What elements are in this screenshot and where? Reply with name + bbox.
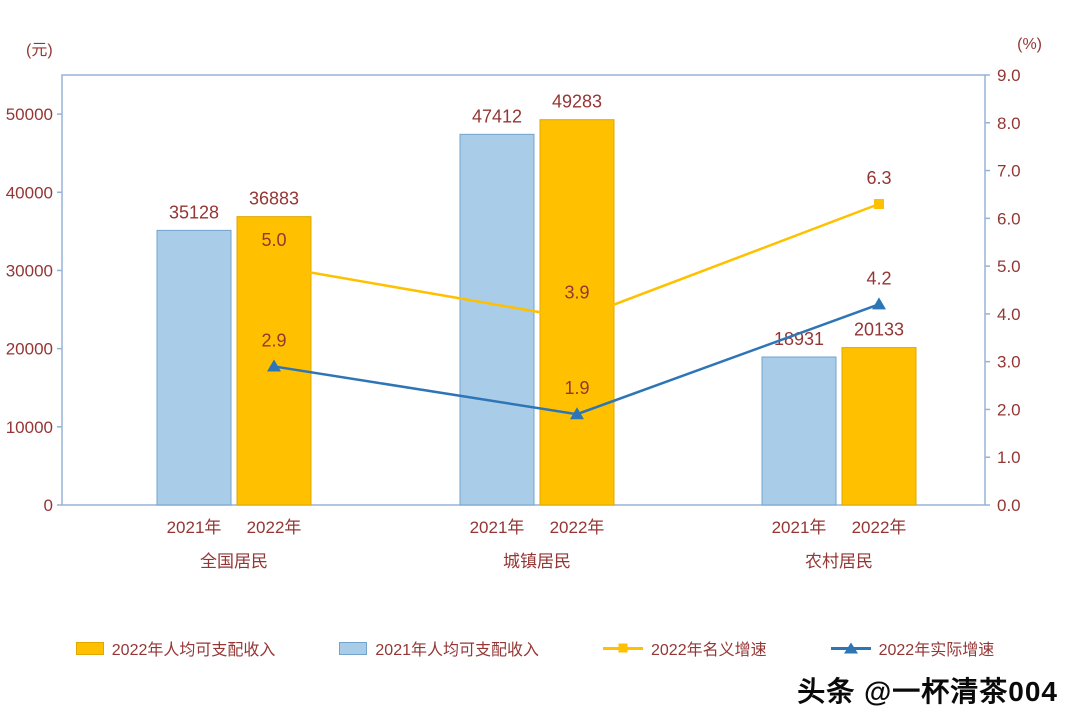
bar-value-label: 36883 [249, 189, 299, 209]
bar-value-label: 49283 [552, 92, 602, 112]
bar-2021年-城镇居民 [459, 133, 535, 506]
triangle-marker-icon [872, 297, 886, 310]
legend-label-2022-income: 2022年人均可支配收入 [111, 642, 276, 659]
x-year-label: 2021年 [167, 518, 222, 537]
line-value-label: 4.2 [866, 268, 891, 288]
left-axis-tick-label: 20000 [6, 340, 53, 359]
x-year-label: 2022年 [247, 518, 302, 537]
x-year-label: 2022年 [852, 518, 907, 537]
line-value-label: 3.9 [564, 283, 589, 303]
right-axis-tick-label: 6.0 [997, 209, 1021, 228]
right-axis-tick-label: 4.0 [997, 305, 1021, 324]
line-value-label: 5.0 [261, 230, 286, 250]
right-axis-unit: (%) [1017, 36, 1042, 53]
square-marker-icon [874, 199, 884, 209]
legend-label-nominal-growth: 2022年名义增速 [651, 642, 767, 659]
triangle-marker-icon [570, 407, 584, 420]
bar-value-label: 47412 [472, 106, 522, 126]
legend-swatch-2021-income-bar [339, 641, 368, 655]
category-label: 全国居民 [200, 552, 268, 571]
income-growth-chart: 0 10000 20000 30000 40000 50000 0.0 1.0 2.0 3.0 4.… [6, 66, 1021, 571]
category-label: 农村居民 [805, 552, 873, 571]
legend-item-2022-income: 2022年人均可支配收入 [75, 636, 276, 660]
line-value-label: 2.9 [261, 330, 286, 350]
legend-swatch-2022-income-bar [75, 641, 104, 655]
square-marker-icon [269, 261, 279, 272]
right-axis-tick-label: 1.0 [997, 448, 1021, 467]
right-axis-tick-label: 0.0 [997, 496, 1021, 515]
bar-value-label: 20133 [854, 320, 904, 340]
bar-value-label: 35128 [169, 202, 219, 222]
bar-2021年-全国居民 [156, 229, 232, 506]
left-axis-tick-label: 40000 [6, 183, 53, 202]
bar-2021年-农村居民 [761, 356, 837, 506]
legend-item-real-growth: 2022年实际增速 [830, 636, 995, 660]
x-year-label: 2021年 [772, 518, 827, 537]
x-year-label: 2022年 [550, 518, 605, 537]
square-marker-icon [618, 643, 628, 653]
category-label: 城镇居民 [503, 552, 571, 571]
bar-2022年-城镇居民 [539, 119, 615, 506]
x-year-label: 2021年 [470, 518, 525, 537]
right-axis-tick-label: 8.0 [997, 114, 1021, 133]
left-axis-unit: (元) [26, 42, 53, 59]
triangle-marker-icon [267, 359, 281, 372]
square-marker-icon [572, 313, 582, 324]
triangle-marker-icon [843, 642, 858, 654]
legend-swatch-nominal-growth-line [603, 640, 643, 656]
right-axis-tick-label: 7.0 [997, 162, 1021, 181]
legend-item-2021-income: 2021年人均可支配收入 [339, 636, 539, 660]
left-axis-tick-label: 50000 [6, 105, 53, 124]
left-axis-tick-label: 10000 [6, 418, 53, 437]
bar-2022年-农村居民 [841, 347, 917, 506]
left-axis-tick-label: 0 [44, 496, 53, 515]
legend-swatch-real-growth-line [830, 640, 871, 656]
legend-label-real-growth: 2022年实际增速 [878, 642, 995, 659]
legend: 2022年人均可支配收入 2021年人均可支配收入 2022年名义增速 2022… [0, 636, 1070, 660]
watermark: 头条 @一杯清茶004 [797, 676, 1058, 707]
bar-value-label: 18931 [774, 329, 824, 349]
line-value-label: 6.3 [866, 168, 891, 188]
right-axis-tick-label: 3.0 [997, 353, 1021, 372]
right-axis-tick-label: 9.0 [997, 66, 1021, 85]
legend-label-2021-income: 2021年人均可支配收入 [375, 642, 539, 659]
right-axis-tick-label: 2.0 [997, 400, 1021, 419]
right-axis-tick-label: 5.0 [997, 257, 1021, 276]
left-axis-tick-label: 30000 [6, 261, 53, 280]
line-value-label: 1.9 [564, 378, 589, 398]
legend-item-nominal-growth: 2022年名义增速 [603, 636, 767, 660]
